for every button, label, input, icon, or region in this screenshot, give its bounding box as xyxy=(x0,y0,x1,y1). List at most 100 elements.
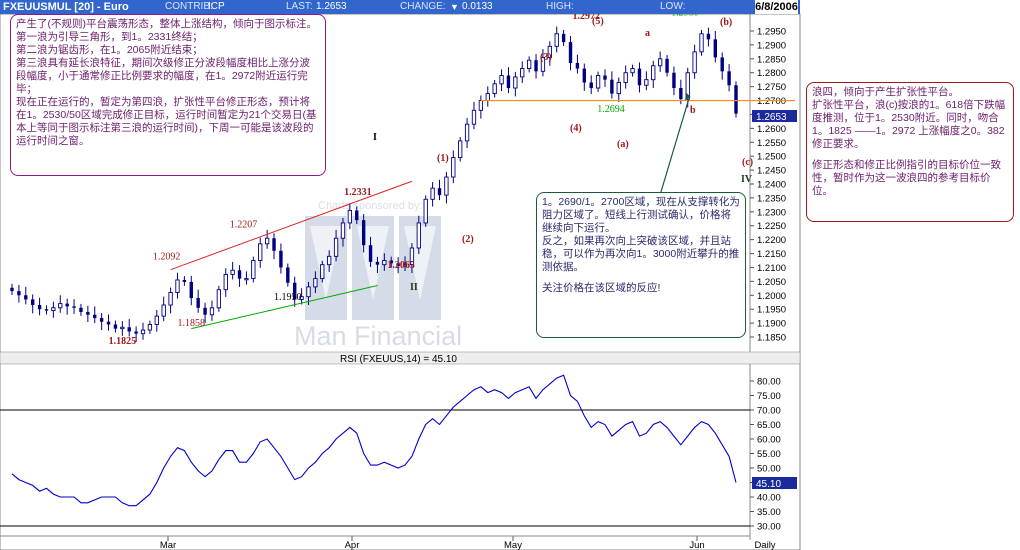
candle-body xyxy=(24,295,28,300)
candle-body xyxy=(299,296,304,300)
candle-body xyxy=(706,33,711,40)
candle-body xyxy=(216,289,222,309)
watermark: Charts sponsored by: Man Financial xyxy=(294,200,462,351)
candle-body xyxy=(485,93,490,101)
candle-body xyxy=(65,303,69,307)
candle-body xyxy=(175,279,180,293)
candle-body xyxy=(113,324,118,329)
annotation-paragraph: 浪四，倾向于产生扩张性平台。 xyxy=(812,86,959,98)
price-tick-label: 1.2750 xyxy=(757,82,786,93)
wave-label: (4) xyxy=(570,123,582,134)
contrib-label: CONTRIB: xyxy=(165,1,213,12)
candle-body xyxy=(402,264,408,267)
price-tick-label: 1.2950 xyxy=(757,27,786,38)
candle-body xyxy=(244,278,249,281)
candle-body xyxy=(692,51,697,74)
high-label: HIGH: xyxy=(546,1,574,12)
rsi-tick-label: 80.00 xyxy=(757,377,781,388)
candle-body xyxy=(237,270,242,279)
rsi-tick-label: 40.00 xyxy=(757,493,781,504)
price-tick-label: 1.1900 xyxy=(757,319,786,330)
wave-label: 1.2065 xyxy=(387,260,415,271)
candle-body xyxy=(258,243,263,261)
price-tick-label: 1.2500 xyxy=(757,152,786,163)
candle-body xyxy=(375,261,380,265)
rsi-title: RSI (FXEUUS,14) = 45.10 xyxy=(340,354,457,365)
candle-body xyxy=(154,315,159,325)
change-label: CHANGE: xyxy=(400,1,446,12)
annotation-line: 第二浪为锯齿形，在1。2065附近结束； xyxy=(16,44,203,56)
annotation-paragraph: 1。2690/1。2700区域，现在从支撑转化为阻力区域了。短线上行测试确认，价… xyxy=(542,196,740,234)
candle-body xyxy=(189,281,193,299)
candle-body xyxy=(409,247,415,266)
lower-trendline xyxy=(191,285,378,330)
wave-label: b xyxy=(690,105,696,116)
wave-label: (3) xyxy=(540,52,552,63)
down-triangle-icon: ▼ xyxy=(450,2,459,12)
change-value: 0.0133 xyxy=(462,1,493,12)
price-tick-label: 1.1950 xyxy=(757,305,786,316)
candle-body xyxy=(623,72,628,83)
rsi-tick-label: 35.00 xyxy=(757,507,781,518)
candle-body xyxy=(58,303,63,309)
candle-body xyxy=(554,33,559,47)
candle-body xyxy=(251,260,256,280)
wave-label: 1.2331 xyxy=(344,187,372,198)
chart-header: FXEUUSMUL [20] - Euro CONTRIB: ICP LAST:… xyxy=(0,0,800,14)
candle-body xyxy=(644,79,649,86)
candle-body xyxy=(320,264,325,280)
x-tick-label: Mar xyxy=(160,540,176,550)
last-rsi-badge xyxy=(752,477,797,489)
candle-body xyxy=(272,238,276,251)
x-tick-label: Daily xyxy=(754,540,775,550)
candle-body xyxy=(203,307,207,315)
wave-label: 1.1825 xyxy=(109,336,137,347)
candle-body xyxy=(355,210,359,221)
candle-body xyxy=(665,58,669,73)
rsi-tick-label: 75.00 xyxy=(757,391,781,402)
price-tick-label: 1.2250 xyxy=(757,221,786,232)
candle-body xyxy=(293,282,297,300)
candle-body xyxy=(279,250,283,268)
wave-label: (1) xyxy=(437,153,449,164)
candle-body xyxy=(361,220,366,246)
candle-body xyxy=(575,62,580,69)
price-tick-label: 1.2700 xyxy=(757,96,786,107)
rsi-tick-label: 50.00 xyxy=(757,464,781,475)
candle-body xyxy=(616,82,621,95)
candle-body xyxy=(196,298,200,308)
candle-body xyxy=(86,311,90,315)
candle-body xyxy=(313,278,318,288)
candle-body xyxy=(127,327,131,332)
candle-body xyxy=(182,279,187,282)
last-price-badge xyxy=(752,110,797,122)
candle-body xyxy=(106,321,111,325)
candle-body xyxy=(79,307,83,312)
candle-body xyxy=(582,68,587,83)
price-tick-label: 1.2100 xyxy=(757,263,786,274)
candle-body xyxy=(734,85,738,114)
arrow-head-icon xyxy=(684,93,691,101)
candle-body xyxy=(140,329,146,335)
rsi-tick-label: 55.00 xyxy=(757,449,781,460)
candle-body xyxy=(492,83,497,95)
rsi-panel-frame xyxy=(0,354,801,550)
rsi-series xyxy=(11,374,737,507)
candle-body xyxy=(595,75,601,89)
candle-body xyxy=(120,326,125,330)
candle-body xyxy=(347,209,353,224)
x-tick-label: Apr xyxy=(345,540,360,550)
watermark-sponsor: Charts sponsored by: xyxy=(318,200,423,212)
candle-body xyxy=(306,286,311,298)
price-tick-label: 1.2850 xyxy=(757,54,786,65)
candle-body xyxy=(520,68,525,78)
candlestick-series xyxy=(10,26,738,343)
price-tick-label: 1.2300 xyxy=(757,207,786,218)
wave-label: 1.2207 xyxy=(230,220,258,231)
candle-body xyxy=(451,157,456,178)
price-tick-label: 1.2150 xyxy=(757,249,786,260)
price-tick-label: 1.2050 xyxy=(757,277,786,288)
candle-body xyxy=(437,188,442,196)
candle-body xyxy=(637,68,642,86)
